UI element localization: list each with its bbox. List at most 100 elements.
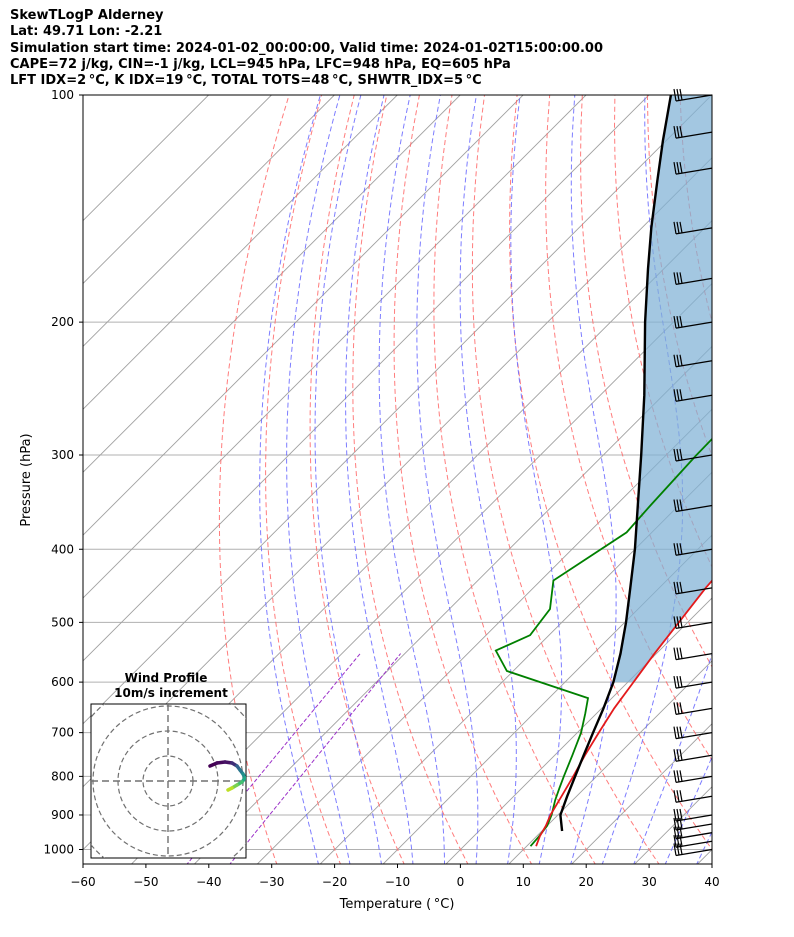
wind-barb-flag [679, 770, 683, 782]
moist-adiabat-line [259, 95, 321, 864]
wind-barb-flag [679, 389, 683, 401]
wind-barb-flag [673, 835, 677, 848]
moist-adiabat-line [510, 95, 563, 864]
dry-adiabat-line [509, 95, 712, 851]
wind-barb-flag [673, 702, 677, 715]
time-line: Simulation start time: 2024-01-02_00:00:… [10, 40, 603, 56]
mixing-ratio-line [186, 653, 361, 864]
wind-barb-flag [673, 676, 677, 689]
wind-barb-flag [673, 749, 677, 762]
wind-barb-flag [673, 647, 677, 660]
moist-adiabat-line [664, 755, 712, 864]
isotherm-line [83, 95, 712, 725]
isotherm-line [130, 282, 712, 864]
parcel-line [559, 95, 673, 832]
wind-barb-flag [673, 770, 677, 783]
wind-barb-flag [676, 581, 680, 594]
wind-barb-flag [679, 616, 683, 628]
wind-barb-flag [673, 499, 677, 512]
wind-barb-flag [679, 221, 683, 233]
moist-adiabat-line [345, 95, 414, 864]
y-tick-label: 200 [51, 315, 74, 329]
wind-barb-flag [676, 354, 680, 367]
wind-barb-flag [673, 162, 677, 175]
wind-barb-flag [673, 543, 677, 556]
dry-adiabat-line [352, 95, 469, 864]
wind-barb-flag [676, 448, 680, 461]
cape-fill-area [613, 95, 712, 683]
moist-adiabat-line [286, 95, 351, 864]
wind-barb-flag [673, 221, 677, 234]
x-tick-label: −40 [196, 875, 221, 889]
wind-barb-flag [679, 499, 683, 511]
wind-barb-flag [679, 162, 683, 174]
location-line: Lat: 49.71 Lon: -2.21 [10, 24, 163, 40]
isotherm-line [445, 597, 712, 864]
wind-barb-flag [676, 389, 680, 401]
chart-title: SkewTLogP Alderney [10, 8, 164, 23]
wind-barb-flag [676, 770, 680, 782]
mixing-ratio-line [229, 653, 401, 864]
dry-adiabat-line [545, 95, 712, 762]
wind-barb-flag [676, 499, 680, 512]
wind-barb-flag [673, 826, 677, 839]
index-line: LFT IDX=2 °C, K IDX=19 °C, TOTAL TOTS=48… [10, 73, 482, 89]
x-tick-label: −20 [322, 875, 347, 889]
dry-adiabat-line [309, 95, 405, 864]
axes-layer: −60 −50 −40 −30 −20 −10 0 10 20 30 40 100 200 300 400 5… [43, 88, 719, 889]
isotherm-line [83, 95, 398, 410]
wind-barb-flag [673, 354, 677, 367]
y-tick-label: 100 [51, 88, 74, 102]
wind-barb-flag [676, 835, 680, 847]
wind-barb-flag [673, 581, 677, 594]
wind-barb-flag [673, 790, 677, 803]
profiles-layer [494, 95, 712, 847]
y-tick-label: 1000 [43, 843, 74, 857]
isotherm-line [508, 660, 712, 864]
wind-barb-flag [679, 843, 683, 855]
hodograph-subtitle: 10m/s increment [114, 686, 228, 700]
x-tick-label: −50 [133, 875, 158, 889]
isotherm-line [571, 723, 712, 864]
x-tick-label: 10 [516, 875, 531, 889]
x-tick-label: 0 [457, 875, 465, 889]
wind-barb-flag [679, 272, 683, 284]
wind-barb-flag [673, 817, 677, 831]
moist-adiabat-line [459, 95, 517, 864]
moist-adiabat-line [314, 95, 382, 864]
wind-barb-flag [676, 543, 680, 555]
y-axis-label: Pressure (hPa) [19, 433, 34, 526]
x-tick-label: −60 [70, 875, 95, 889]
isotherm-line [83, 95, 650, 662]
moist-adiabat-line [570, 95, 617, 864]
cape-fill-layer [613, 95, 712, 683]
wind-barb-flag [673, 448, 677, 462]
moist-adiabat-line [416, 95, 479, 864]
wind-barb-flag [679, 790, 683, 802]
moist-adiabat-line [601, 95, 684, 864]
x-tick-label: 20 [579, 875, 594, 889]
y-tick-label: 800 [51, 769, 74, 783]
wind-barb-flag [676, 162, 680, 174]
dry-adiabat-line [580, 95, 712, 668]
wind-barb-flag [679, 354, 683, 366]
wind-barb-flag [673, 272, 677, 285]
wind-barb-flag [676, 616, 680, 628]
wind-barb-flag [676, 826, 680, 839]
isotherm-line [83, 95, 335, 348]
wind-barb-flag [676, 843, 680, 856]
wind-barb-flag [679, 835, 683, 847]
wind-barb-flag [673, 843, 677, 856]
y-tick-label: 900 [51, 808, 74, 822]
temperature-line [535, 579, 712, 847]
dry-adiabat-line [218, 95, 290, 864]
dry-adiabat-line [433, 95, 596, 864]
wind-barb-flag [676, 817, 680, 830]
y-tick-label: 600 [51, 675, 74, 689]
wind-barb-flag [679, 543, 683, 555]
dry-adiabat-line [713, 95, 794, 866]
wind-barb-flag [679, 647, 683, 659]
hodograph-trace-segment [226, 786, 234, 792]
y-tick-label: 400 [51, 542, 74, 556]
